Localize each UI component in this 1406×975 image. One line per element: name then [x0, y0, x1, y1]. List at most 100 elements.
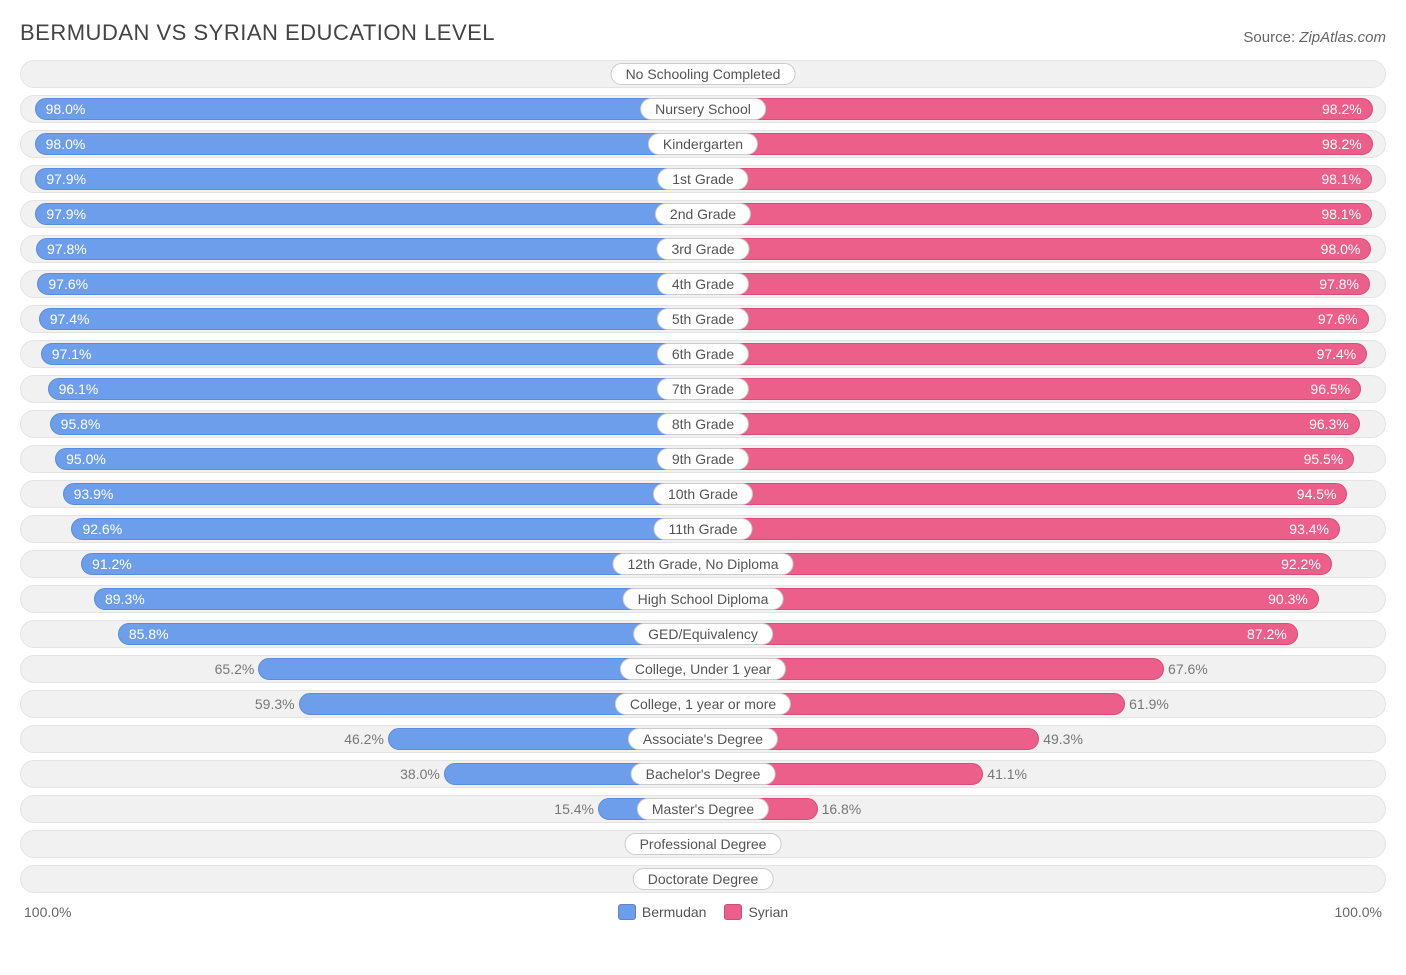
value-right: 97.6% — [1318, 311, 1358, 327]
bar-right: 92.2% — [703, 553, 1332, 575]
bar-left: 89.3% — [94, 588, 703, 610]
value-right: 87.2% — [1247, 626, 1287, 642]
chart-row: 97.9% 98.1% 1st Grade — [20, 165, 1386, 193]
value-left: 59.3% — [255, 696, 295, 712]
chart-row: 1.8%2.1%Doctorate Degree — [20, 865, 1386, 893]
category-label: College, 1 year or more — [615, 693, 791, 715]
chart-row: 95.0%95.5%9th Grade — [20, 445, 1386, 473]
bar-left: 98.0% — [35, 98, 703, 120]
bar-right: 97.4% — [703, 343, 1367, 365]
value-right: 98.2% — [1322, 136, 1362, 152]
chart-row: 89.3% 90.3%High School Diploma — [20, 585, 1386, 613]
value-right: 98.1% — [1321, 171, 1361, 187]
bar-left: 96.1% — [48, 378, 703, 400]
legend-swatch-left — [618, 904, 636, 920]
category-label: GED/Equivalency — [633, 623, 773, 645]
category-label: No Schooling Completed — [611, 63, 796, 85]
value-left: 46.2% — [344, 731, 384, 747]
category-label: 3rd Grade — [656, 238, 749, 260]
category-label: Professional Degree — [625, 833, 782, 855]
chart-row: 95.8%96.3%8th Grade — [20, 410, 1386, 438]
bar-left: 97.1% — [41, 343, 703, 365]
source-label: Source: — [1243, 29, 1295, 46]
legend-label-left: Bermudan — [642, 904, 707, 920]
bar-right: 98.2% — [703, 98, 1373, 120]
chart-row: 92.6%93.4%11th Grade — [20, 515, 1386, 543]
bar-left: 97.9% — [35, 168, 703, 190]
chart-row: 97.8%98.0%3rd Grade — [20, 235, 1386, 263]
axis-label-left: 100.0% — [24, 904, 71, 920]
chart-row: 97.4%97.6%5th Grade — [20, 305, 1386, 333]
value-left: 97.4% — [50, 311, 90, 327]
category-label: Master's Degree — [637, 798, 769, 820]
bar-right: 96.5% — [703, 378, 1361, 400]
legend-swatch-right — [724, 904, 742, 920]
value-left: 98.0% — [46, 101, 86, 117]
chart-row: 97.9% 98.1% 2nd Grade — [20, 200, 1386, 228]
category-label: 9th Grade — [657, 448, 749, 470]
chart-row: 4.4%5.2%Professional Degree — [20, 830, 1386, 858]
value-left: 96.1% — [59, 381, 99, 397]
value-right: 97.8% — [1319, 276, 1359, 292]
bar-right: 87.2% — [703, 623, 1298, 645]
category-label: 10th Grade — [653, 483, 753, 505]
chart-row: 97.1%97.4%6th Grade — [20, 340, 1386, 368]
legend-label-right: Syrian — [748, 904, 788, 920]
value-left: 98.0% — [46, 136, 86, 152]
bar-right: 98.1% — [703, 203, 1372, 225]
chart-row: 15.4%16.8%Master's Degree — [20, 795, 1386, 823]
axis-label-right: 100.0% — [1335, 904, 1382, 920]
value-right: 41.1% — [987, 766, 1027, 782]
value-left: 92.6% — [82, 521, 122, 537]
value-left: 93.9% — [74, 486, 114, 502]
bar-right: 90.3% — [703, 588, 1319, 610]
bar-left: 85.8% — [118, 623, 703, 645]
bar-right: 98.2% — [703, 133, 1373, 155]
bar-left: 97.9% — [35, 203, 703, 225]
value-right: 96.5% — [1310, 381, 1350, 397]
value-left: 38.0% — [400, 766, 440, 782]
bar-right: 98.0% — [703, 238, 1371, 260]
chart-footer: 100.0% Bermudan Syrian 100.0% — [20, 900, 1386, 924]
category-label: 1st Grade — [657, 168, 748, 190]
bar-left: 92.6% — [71, 518, 703, 540]
category-label: 4th Grade — [657, 273, 749, 295]
value-left: 15.4% — [554, 801, 594, 817]
value-left: 89.3% — [105, 591, 145, 607]
category-label: 11th Grade — [653, 518, 752, 540]
bar-right: 95.5% — [703, 448, 1354, 470]
value-right: 96.3% — [1309, 416, 1349, 432]
value-left: 85.8% — [129, 626, 169, 642]
chart-row: 98.0% 98.2% Kindergarten — [20, 130, 1386, 158]
category-label: High School Diploma — [623, 588, 784, 610]
value-right: 92.2% — [1281, 556, 1321, 572]
category-label: College, Under 1 year — [620, 658, 786, 680]
chart-row: 91.2% 92.2% 12th Grade, No Diploma — [20, 550, 1386, 578]
bar-left: 93.9% — [63, 483, 703, 505]
legend-item-left: Bermudan — [618, 904, 707, 920]
bar-left: 97.8% — [36, 238, 703, 260]
value-right: 97.4% — [1317, 346, 1357, 362]
chart-row: 2.1%1.9%No Schooling Completed — [20, 60, 1386, 88]
category-label: Kindergarten — [648, 133, 758, 155]
diverging-bar-chart: 2.1%1.9%No Schooling Completed 98.0% 98.2%… — [20, 60, 1386, 893]
source-name: ZipAtlas.com — [1299, 29, 1386, 46]
value-right: 61.9% — [1129, 696, 1169, 712]
source-attribution: Source: ZipAtlas.com — [1243, 29, 1386, 46]
value-right: 94.5% — [1297, 486, 1337, 502]
chart-title: BERMUDAN VS SYRIAN EDUCATION LEVEL — [20, 20, 495, 46]
value-left: 97.9% — [46, 206, 86, 222]
value-left: 97.6% — [48, 276, 88, 292]
chart-header: BERMUDAN VS SYRIAN EDUCATION LEVEL Sourc… — [20, 20, 1386, 46]
category-label: Nursery School — [640, 98, 766, 120]
category-label: 2nd Grade — [655, 203, 751, 225]
value-right: 98.1% — [1321, 206, 1361, 222]
value-left: 95.8% — [61, 416, 101, 432]
category-label: 12th Grade, No Diploma — [613, 553, 794, 575]
chart-row: 85.8% 87.2% GED/Equivalency — [20, 620, 1386, 648]
chart-row: 98.0% 98.2%Nursery School — [20, 95, 1386, 123]
value-left: 91.2% — [92, 556, 132, 572]
bar-right: 97.6% — [703, 308, 1369, 330]
value-right: 95.5% — [1304, 451, 1344, 467]
bar-left: 95.8% — [50, 413, 703, 435]
